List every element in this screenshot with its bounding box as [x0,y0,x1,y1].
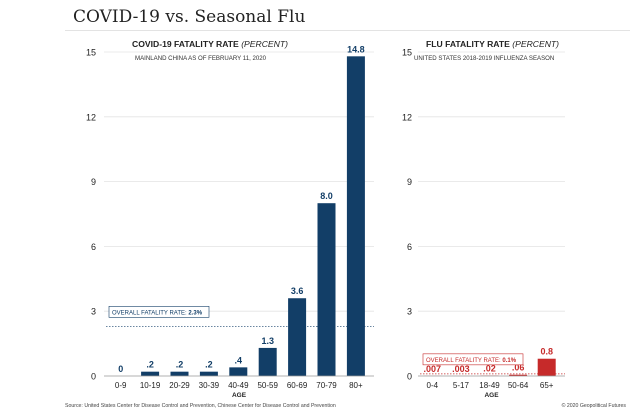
covid-bar [170,371,189,376]
covid-xtick-label: 50-59 [257,381,278,390]
covid-xtick-label: 70-79 [316,381,337,390]
covid-data-label: 8.0 [320,191,333,201]
covid-xtick-label: 10-19 [140,381,161,390]
source-note: Source: United States Center for Disease… [65,403,336,409]
covid-data-label: 3.6 [291,286,304,296]
flu-data-label: .06 [512,363,525,373]
covid-ytick-label: 9 [91,177,96,187]
covid-bar [141,371,160,376]
flu-ytick-label: 12 [402,112,412,122]
flu-bar [537,358,556,376]
covid-bar [258,347,277,376]
flu-ytick-label: 15 [402,48,412,58]
flu-chart-subtitle: UNITED STATES 2018-2019 INFLUENZA SEASON [414,55,554,62]
covid-bar [288,298,307,376]
covid-data-label: .4 [235,355,243,365]
flu-xtick-label: 50-64 [508,381,529,390]
flu-ytick-label: 3 [407,307,412,317]
covid-xtick-label: 80+ [349,381,363,390]
flu-chart-title: FLU FATALITY RATE (PERCENT) [426,39,559,49]
covid-xtick-label: 40-49 [228,381,249,390]
copyright-note: © 2020 Geopolitical Futures [561,403,626,409]
flu-xtick-label: 5-17 [453,381,470,390]
covid-xtick-label: 20-29 [169,381,190,390]
covid-bar [229,367,248,376]
flu-xtick-label: 0-4 [427,381,439,390]
flu-data-label: .007 [424,364,442,374]
covid-xtick-label: 60-69 [287,381,308,390]
covid-chart-subtitle: MAINLAND CHINA AS OF FEBRUARY 11, 2020 [135,55,267,62]
covid-data-label: 0 [118,364,123,374]
covid-xtick-label: 0-9 [115,381,127,390]
covid-data-label: 14.8 [347,44,365,54]
covid-chart-title: COVID-19 FATALITY RATE (PERCENT) [132,39,288,49]
flu-reference-box [422,353,524,366]
flu-data-label: 0.8 [540,347,553,357]
flu-ytick-label: 9 [407,177,412,187]
covid-data-label: 1.3 [261,336,274,346]
covid-ytick-label: 0 [91,372,96,382]
flu-xtick-label: 18-49 [479,381,500,390]
flu-bar [509,374,528,376]
covid-bar [346,56,365,376]
covid-ytick-label: 15 [86,48,96,58]
flu-ytick-label: 0 [407,372,412,382]
flu-reference-label: OVERALL FATALITY RATE: 0.1% [426,358,517,364]
page-title: COVID-19 vs. Seasonal Flu [73,7,306,27]
flu-ytick-label: 6 [407,242,412,252]
covid-ytick-label: 3 [91,307,96,317]
covid-data-label: .2 [146,360,154,370]
covid-bar [199,371,218,376]
covid-data-label: .2 [176,360,184,370]
covid-x-axis-label: AGE [232,392,247,399]
flu-xtick-label: 65+ [540,381,554,390]
flu-data-label: .02 [483,364,496,374]
covid-ytick-label: 6 [91,242,96,252]
flu-data-label: .003 [452,364,470,374]
covid-reference-box [108,306,210,318]
flu-x-axis-label: AGE [484,392,499,399]
title-divider [65,30,630,31]
covid-data-label: .2 [205,360,213,370]
covid-xtick-label: 30-39 [199,381,220,390]
covid-bar [317,203,336,376]
covid-ytick-label: 12 [86,112,96,122]
covid-reference-label: OVERALL FATALITY RATE: 2.3% [112,310,203,316]
